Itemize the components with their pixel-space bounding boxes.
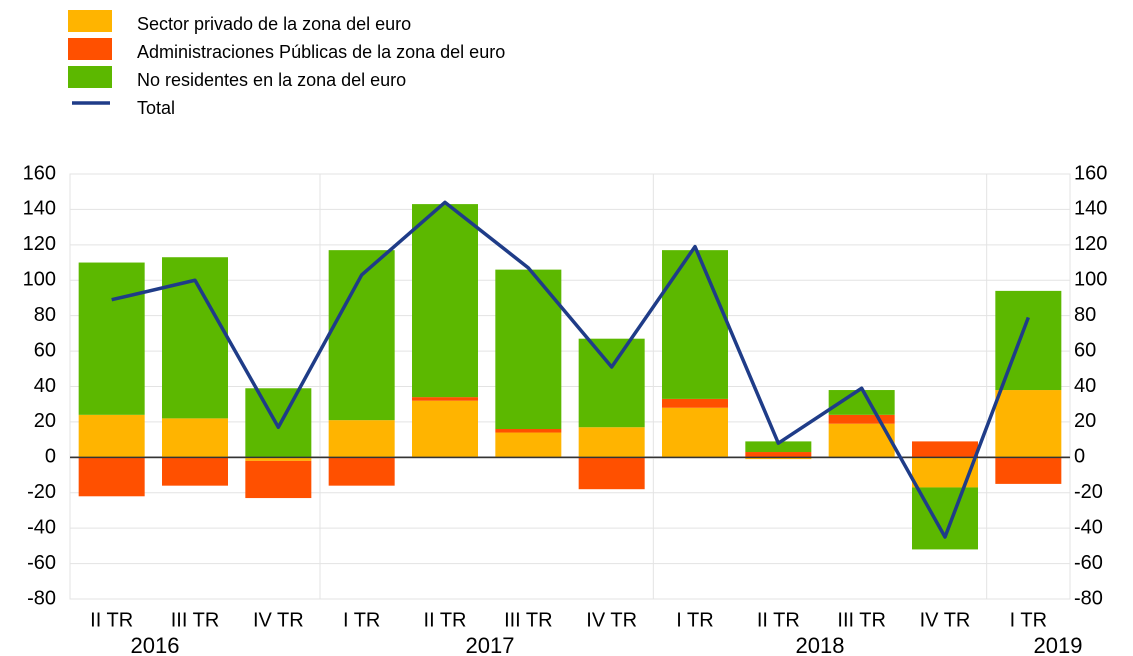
bar (745, 457, 812, 460)
y2-tick-label: -40 (1074, 516, 1103, 538)
bar (578, 427, 645, 458)
legend-label: Administraciones Públicas de la zona del… (137, 42, 505, 62)
y2-tick-label: 160 (1074, 162, 1107, 184)
year-label: 2019 (1034, 633, 1083, 656)
bar (662, 250, 728, 399)
bar (328, 457, 395, 486)
bar (578, 338, 645, 428)
y-tick-label: 160 (23, 162, 56, 184)
bar (578, 457, 645, 490)
bar (412, 204, 478, 398)
y-tick-label: -20 (27, 481, 56, 503)
y2-tick-label: -60 (1074, 552, 1103, 574)
x-tick-label: III TR (504, 609, 553, 631)
bar (328, 420, 395, 458)
x-tick-label: IV TR (920, 609, 971, 631)
bar (495, 429, 562, 433)
bar (78, 457, 145, 497)
bar (412, 400, 478, 458)
y2-tick-label: 80 (1074, 304, 1096, 326)
x-tick-label: II TR (90, 609, 133, 631)
x-tick-label: II TR (757, 609, 800, 631)
bar (662, 407, 728, 458)
x-tick-label: IV TR (253, 609, 304, 631)
y2-tick-label: 0 (1074, 446, 1085, 468)
plot-border (69, 173, 1071, 600)
x-tick-label: I TR (343, 609, 380, 631)
year-label: 2018 (796, 633, 845, 656)
y-tick-label: 20 (34, 410, 56, 432)
bar (828, 414, 895, 424)
bar (412, 397, 478, 401)
y-tick-label: 140 (23, 198, 56, 220)
y-tick-label: -40 (27, 516, 56, 538)
bar (995, 390, 1062, 458)
bar (78, 262, 145, 415)
bar (162, 418, 228, 458)
bar (745, 452, 812, 458)
y2-tick-label: 60 (1074, 339, 1096, 361)
bar (245, 388, 312, 458)
y2-tick-label: 140 (1074, 198, 1107, 220)
x-tick-label: III TR (837, 609, 886, 631)
legend-label: Sector privado de la zona del euro (137, 14, 411, 34)
bar (745, 441, 812, 453)
x-tick-label: I TR (1010, 609, 1047, 631)
legend-swatch (68, 66, 112, 88)
y2-tick-label: 120 (1074, 233, 1107, 255)
y2-tick-label: 40 (1074, 375, 1096, 397)
x-tick-label: III TR (171, 609, 220, 631)
year-label: 2016 (131, 633, 180, 656)
y-tick-label: 60 (34, 339, 56, 361)
x-tick-label: IV TR (586, 609, 637, 631)
y2-tick-label: 100 (1074, 269, 1107, 291)
y-tick-label: -80 (27, 587, 56, 609)
line (111, 200, 1030, 539)
bar (162, 457, 228, 486)
x-tick-label: II TR (424, 609, 467, 631)
bar (245, 457, 312, 461)
x-tick-label: I TR (676, 609, 713, 631)
bar (495, 432, 562, 458)
bar (912, 441, 978, 458)
y2-tick-label: -20 (1074, 481, 1103, 503)
legend-label: Total (137, 98, 175, 118)
year-label: 2017 (466, 633, 515, 656)
bar (78, 414, 145, 458)
legend-swatch (68, 10, 112, 32)
y-tick-label: 100 (23, 269, 56, 291)
bar (662, 398, 728, 408)
bar (995, 457, 1062, 484)
legend-swatch (68, 38, 112, 60)
y-tick-label: -60 (27, 552, 56, 574)
y-tick-label: 40 (34, 375, 56, 397)
y2-tick-label: -80 (1074, 587, 1103, 609)
y-tick-label: 120 (23, 233, 56, 255)
bar (245, 460, 312, 499)
legend-label: No residentes en la zona del euro (137, 70, 406, 90)
y2-tick-label: 20 (1074, 410, 1096, 432)
y-tick-label: 80 (34, 304, 56, 326)
y-tick-label: 0 (45, 446, 56, 468)
